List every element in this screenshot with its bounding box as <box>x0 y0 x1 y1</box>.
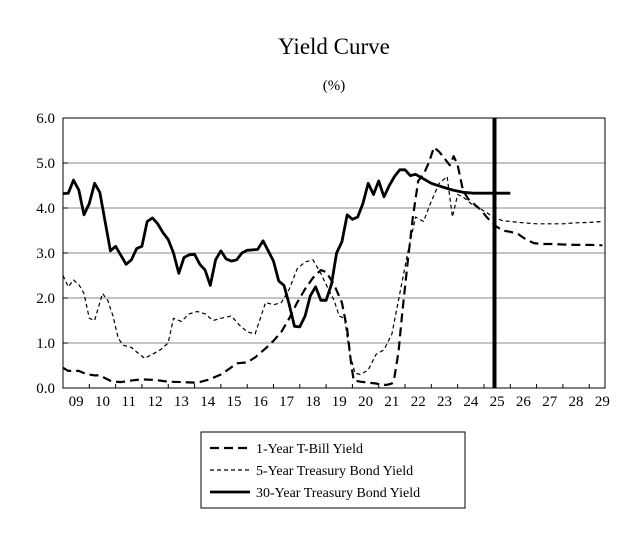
x-tick-label: 11 <box>122 394 136 410</box>
x-tick-label: 22 <box>411 394 426 410</box>
x-tick-label: 27 <box>542 394 558 410</box>
gridlines <box>63 162 605 344</box>
x-tick-label: 17 <box>279 394 295 410</box>
x-tick-label: 25 <box>490 394 505 410</box>
x-tick-label: 16 <box>253 394 269 410</box>
legend-label-1yr: 1-Year T-Bill Yield <box>256 442 363 457</box>
y-tick-label: 2.0 <box>36 291 55 307</box>
legend: 1-Year T-Bill Yield 5-Year Treasury Bond… <box>200 431 466 509</box>
y-tick-label: 4.0 <box>36 201 55 217</box>
legend-label-30yr: 30-Year Treasury Bond Yield <box>256 486 420 501</box>
x-axis-ticks: 09 10 11 12 13 14 15 16 17 18 19 20 21 22 23 24 25 26 27 28… <box>62 384 610 410</box>
y-tick-label: 3.0 <box>36 246 55 262</box>
x-tick-label: 13 <box>174 394 189 410</box>
x-tick-label: 24 <box>463 394 479 410</box>
x-tick-label: 09 <box>69 394 84 410</box>
series-lines <box>62 146 603 386</box>
chart-title: Yield Curve <box>278 34 390 59</box>
x-tick-label: 10 <box>95 394 110 410</box>
x-tick-label: 26 <box>516 394 532 410</box>
x-tick-label: 29 <box>595 394 610 410</box>
x-tick-label: 23 <box>437 394 452 410</box>
x-tick-label: 28 <box>569 394 584 410</box>
y-tick-label: 5.0 <box>36 156 55 172</box>
y-tick-label: 6.0 <box>36 111 55 127</box>
x-tick-label: 12 <box>148 394 163 410</box>
series-line-solid-2 <box>62 168 511 329</box>
chart-subtitle: (%) <box>323 78 346 94</box>
series-line-dotted-1 <box>62 175 603 376</box>
x-tick-label: 19 <box>332 394 347 410</box>
x-tick-label: 14 <box>200 394 216 410</box>
y-axis-ticks: 0.0 1.0 2.0 3.0 4.0 5.0 6.0 <box>36 111 68 397</box>
legend-label-5yr: 5-Year Treasury Bond Yield <box>256 464 413 479</box>
series-line-dashed-0 <box>62 146 603 386</box>
x-tick-label: 20 <box>358 394 373 410</box>
y-tick-label: 1.0 <box>36 336 55 352</box>
x-tick-label: 21 <box>384 394 399 410</box>
y-tick-label: 0.0 <box>36 381 55 397</box>
x-tick-label: 15 <box>227 394 242 410</box>
x-tick-label: 18 <box>305 394 320 410</box>
